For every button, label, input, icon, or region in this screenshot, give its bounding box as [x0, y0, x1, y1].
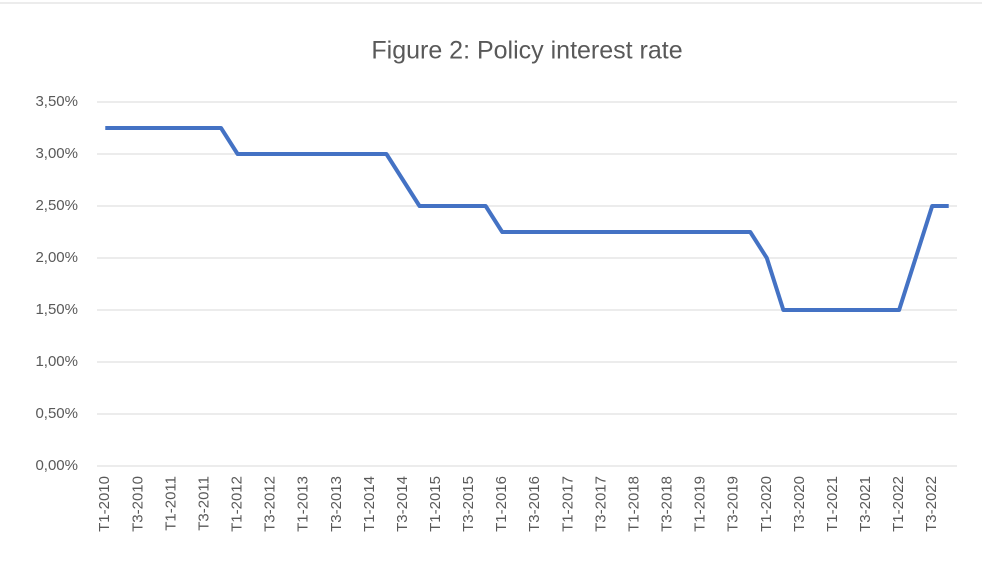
x-tick-label: T3-2016 — [526, 476, 543, 532]
y-tick-label: 2,00% — [35, 249, 78, 266]
y-tick-label: 0,00% — [35, 457, 78, 474]
x-tick-label: T1-2010 — [96, 476, 113, 532]
x-tick-label: T1-2017 — [559, 476, 576, 532]
x-tick-label: T3-2011 — [195, 476, 212, 531]
x-tick-label: T1-2011 — [162, 476, 179, 531]
x-tick-label: T1-2021 — [824, 476, 841, 532]
x-tick-label: T1-2022 — [890, 476, 907, 532]
y-tick-label: 1,50% — [35, 301, 78, 318]
x-tick-label: T3-2021 — [857, 476, 874, 532]
y-tick-label: 3,00% — [35, 145, 78, 162]
x-tick-label: T3-2019 — [725, 476, 742, 532]
x-tick-label: T1-2012 — [229, 476, 246, 532]
x-tick-label: T3-2015 — [460, 476, 477, 532]
y-tick-label: 0,50% — [35, 405, 78, 422]
y-tick-label: 1,00% — [35, 353, 78, 370]
x-tick-label: T3-2018 — [659, 476, 676, 532]
series-line — [105, 126, 949, 312]
chart-title: Figure 2: Policy interest rate — [371, 37, 682, 65]
x-tick-label: T3-2020 — [791, 476, 808, 532]
x-tick-label: T1-2015 — [427, 476, 444, 532]
x-tick-label: T3-2010 — [129, 476, 146, 532]
x-tick-label: T1-2019 — [692, 476, 709, 532]
y-tick-label: 2,50% — [35, 197, 78, 214]
x-tick-label: T3-2017 — [592, 476, 609, 532]
x-tick-label: T1-2020 — [758, 476, 775, 532]
x-tick-label: T3-2013 — [328, 476, 345, 532]
x-tick-label: T1-2016 — [493, 476, 510, 532]
x-tick-label: T3-2022 — [923, 476, 940, 532]
x-tick-label: T1-2014 — [361, 476, 378, 532]
x-tick-label: T1-2013 — [295, 476, 312, 532]
x-tick-label: T3-2012 — [262, 476, 279, 532]
x-tick-label: T1-2018 — [625, 476, 642, 532]
y-tick-label: 3,50% — [35, 93, 78, 110]
x-tick-label: T3-2014 — [394, 476, 411, 532]
